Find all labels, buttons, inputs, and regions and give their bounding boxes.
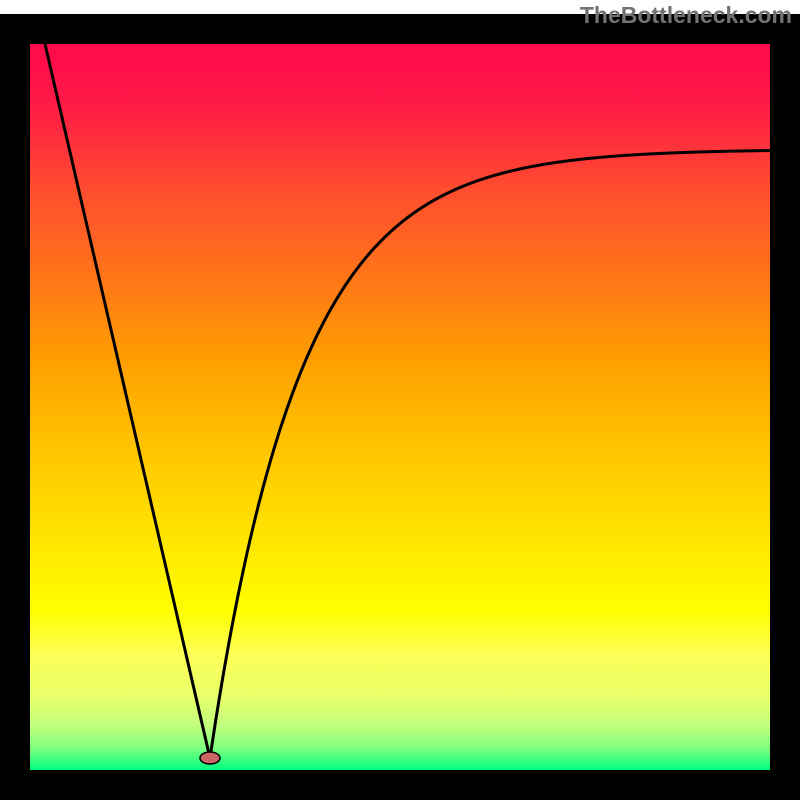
watermark-text: TheBottleneck.com (580, 2, 792, 28)
bottleneck-marker (200, 752, 220, 764)
